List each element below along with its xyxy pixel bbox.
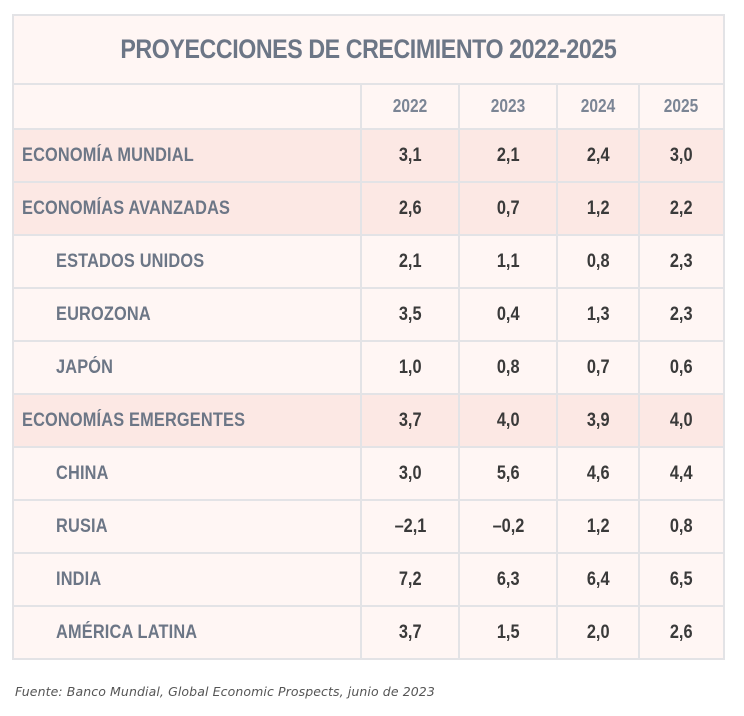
table-cell: 1,1 <box>460 236 556 287</box>
row-label-india: INDIA <box>14 554 360 605</box>
table-cell: 0,8 <box>640 501 723 552</box>
table-title: PROYECCIONES DE CRECIMIENTO 2022-2025 <box>14 16 723 83</box>
column-header-2025: 2025 <box>640 85 723 128</box>
row-label-america-latina: AMÉRICA LATINA <box>14 607 360 658</box>
table-cell: 4,0 <box>460 395 556 446</box>
table-cell: –0,2 <box>460 501 556 552</box>
table-cell: 3,9 <box>558 395 638 446</box>
table-cell: 3,7 <box>362 395 458 446</box>
table-cell: 0,8 <box>558 236 638 287</box>
table-cell: 0,4 <box>460 289 556 340</box>
table-cell: 0,7 <box>460 183 556 234</box>
table-cell: 2,6 <box>640 607 723 658</box>
table-grid: PROYECCIONES DE CRECIMIENTO 2022-2025 20… <box>14 16 723 658</box>
table-cell: 1,2 <box>558 501 638 552</box>
table-cell: 7,2 <box>362 554 458 605</box>
table-cell: 2,2 <box>640 183 723 234</box>
table-cell: 3,0 <box>362 448 458 499</box>
row-label-rusia: RUSIA <box>14 501 360 552</box>
table-cell: 6,4 <box>558 554 638 605</box>
table-cell: 2,0 <box>558 607 638 658</box>
row-label-estados-unidos: ESTADOS UNIDOS <box>14 236 360 287</box>
table-cell: 1,5 <box>460 607 556 658</box>
table-cell: 2,1 <box>362 236 458 287</box>
growth-projections-table: PROYECCIONES DE CRECIMIENTO 2022-2025 20… <box>12 14 725 660</box>
table-cell: 2,3 <box>640 289 723 340</box>
table-cell: 0,6 <box>640 342 723 393</box>
column-header-2024: 2024 <box>558 85 638 128</box>
table-cell: 2,3 <box>640 236 723 287</box>
column-header-2022: 2022 <box>362 85 458 128</box>
row-label-china: CHINA <box>14 448 360 499</box>
table-cell: 1,2 <box>558 183 638 234</box>
row-label-economias-emergentes: ECONOMÍAS EMERGENTES <box>14 395 360 446</box>
row-label-economias-avanzadas: ECONOMÍAS AVANZADAS <box>14 183 360 234</box>
table-cell: 3,5 <box>362 289 458 340</box>
table-cell: 4,4 <box>640 448 723 499</box>
table-cell: 3,0 <box>640 130 723 181</box>
row-label-japon: JAPÓN <box>14 342 360 393</box>
table-cell: 1,0 <box>362 342 458 393</box>
table-cell: –2,1 <box>362 501 458 552</box>
table-cell: 0,7 <box>558 342 638 393</box>
table-cell: 6,5 <box>640 554 723 605</box>
column-header-2023: 2023 <box>460 85 556 128</box>
header-label-cell <box>14 85 360 128</box>
table-cell: 2,6 <box>362 183 458 234</box>
table-cell: 4,6 <box>558 448 638 499</box>
row-label-economia-mundial: ECONOMÍA MUNDIAL <box>14 130 360 181</box>
table-cell: 5,6 <box>460 448 556 499</box>
table-cell: 1,3 <box>558 289 638 340</box>
table-cell: 6,3 <box>460 554 556 605</box>
table-cell: 0,8 <box>460 342 556 393</box>
table-cell: 4,0 <box>640 395 723 446</box>
table-cell: 3,7 <box>362 607 458 658</box>
row-label-eurozona: EUROZONA <box>14 289 360 340</box>
table-cell: 3,1 <box>362 130 458 181</box>
source-footnote: Fuente: Banco Mundial, Global Economic P… <box>15 684 435 699</box>
table-cell: 2,4 <box>558 130 638 181</box>
table-cell: 2,1 <box>460 130 556 181</box>
